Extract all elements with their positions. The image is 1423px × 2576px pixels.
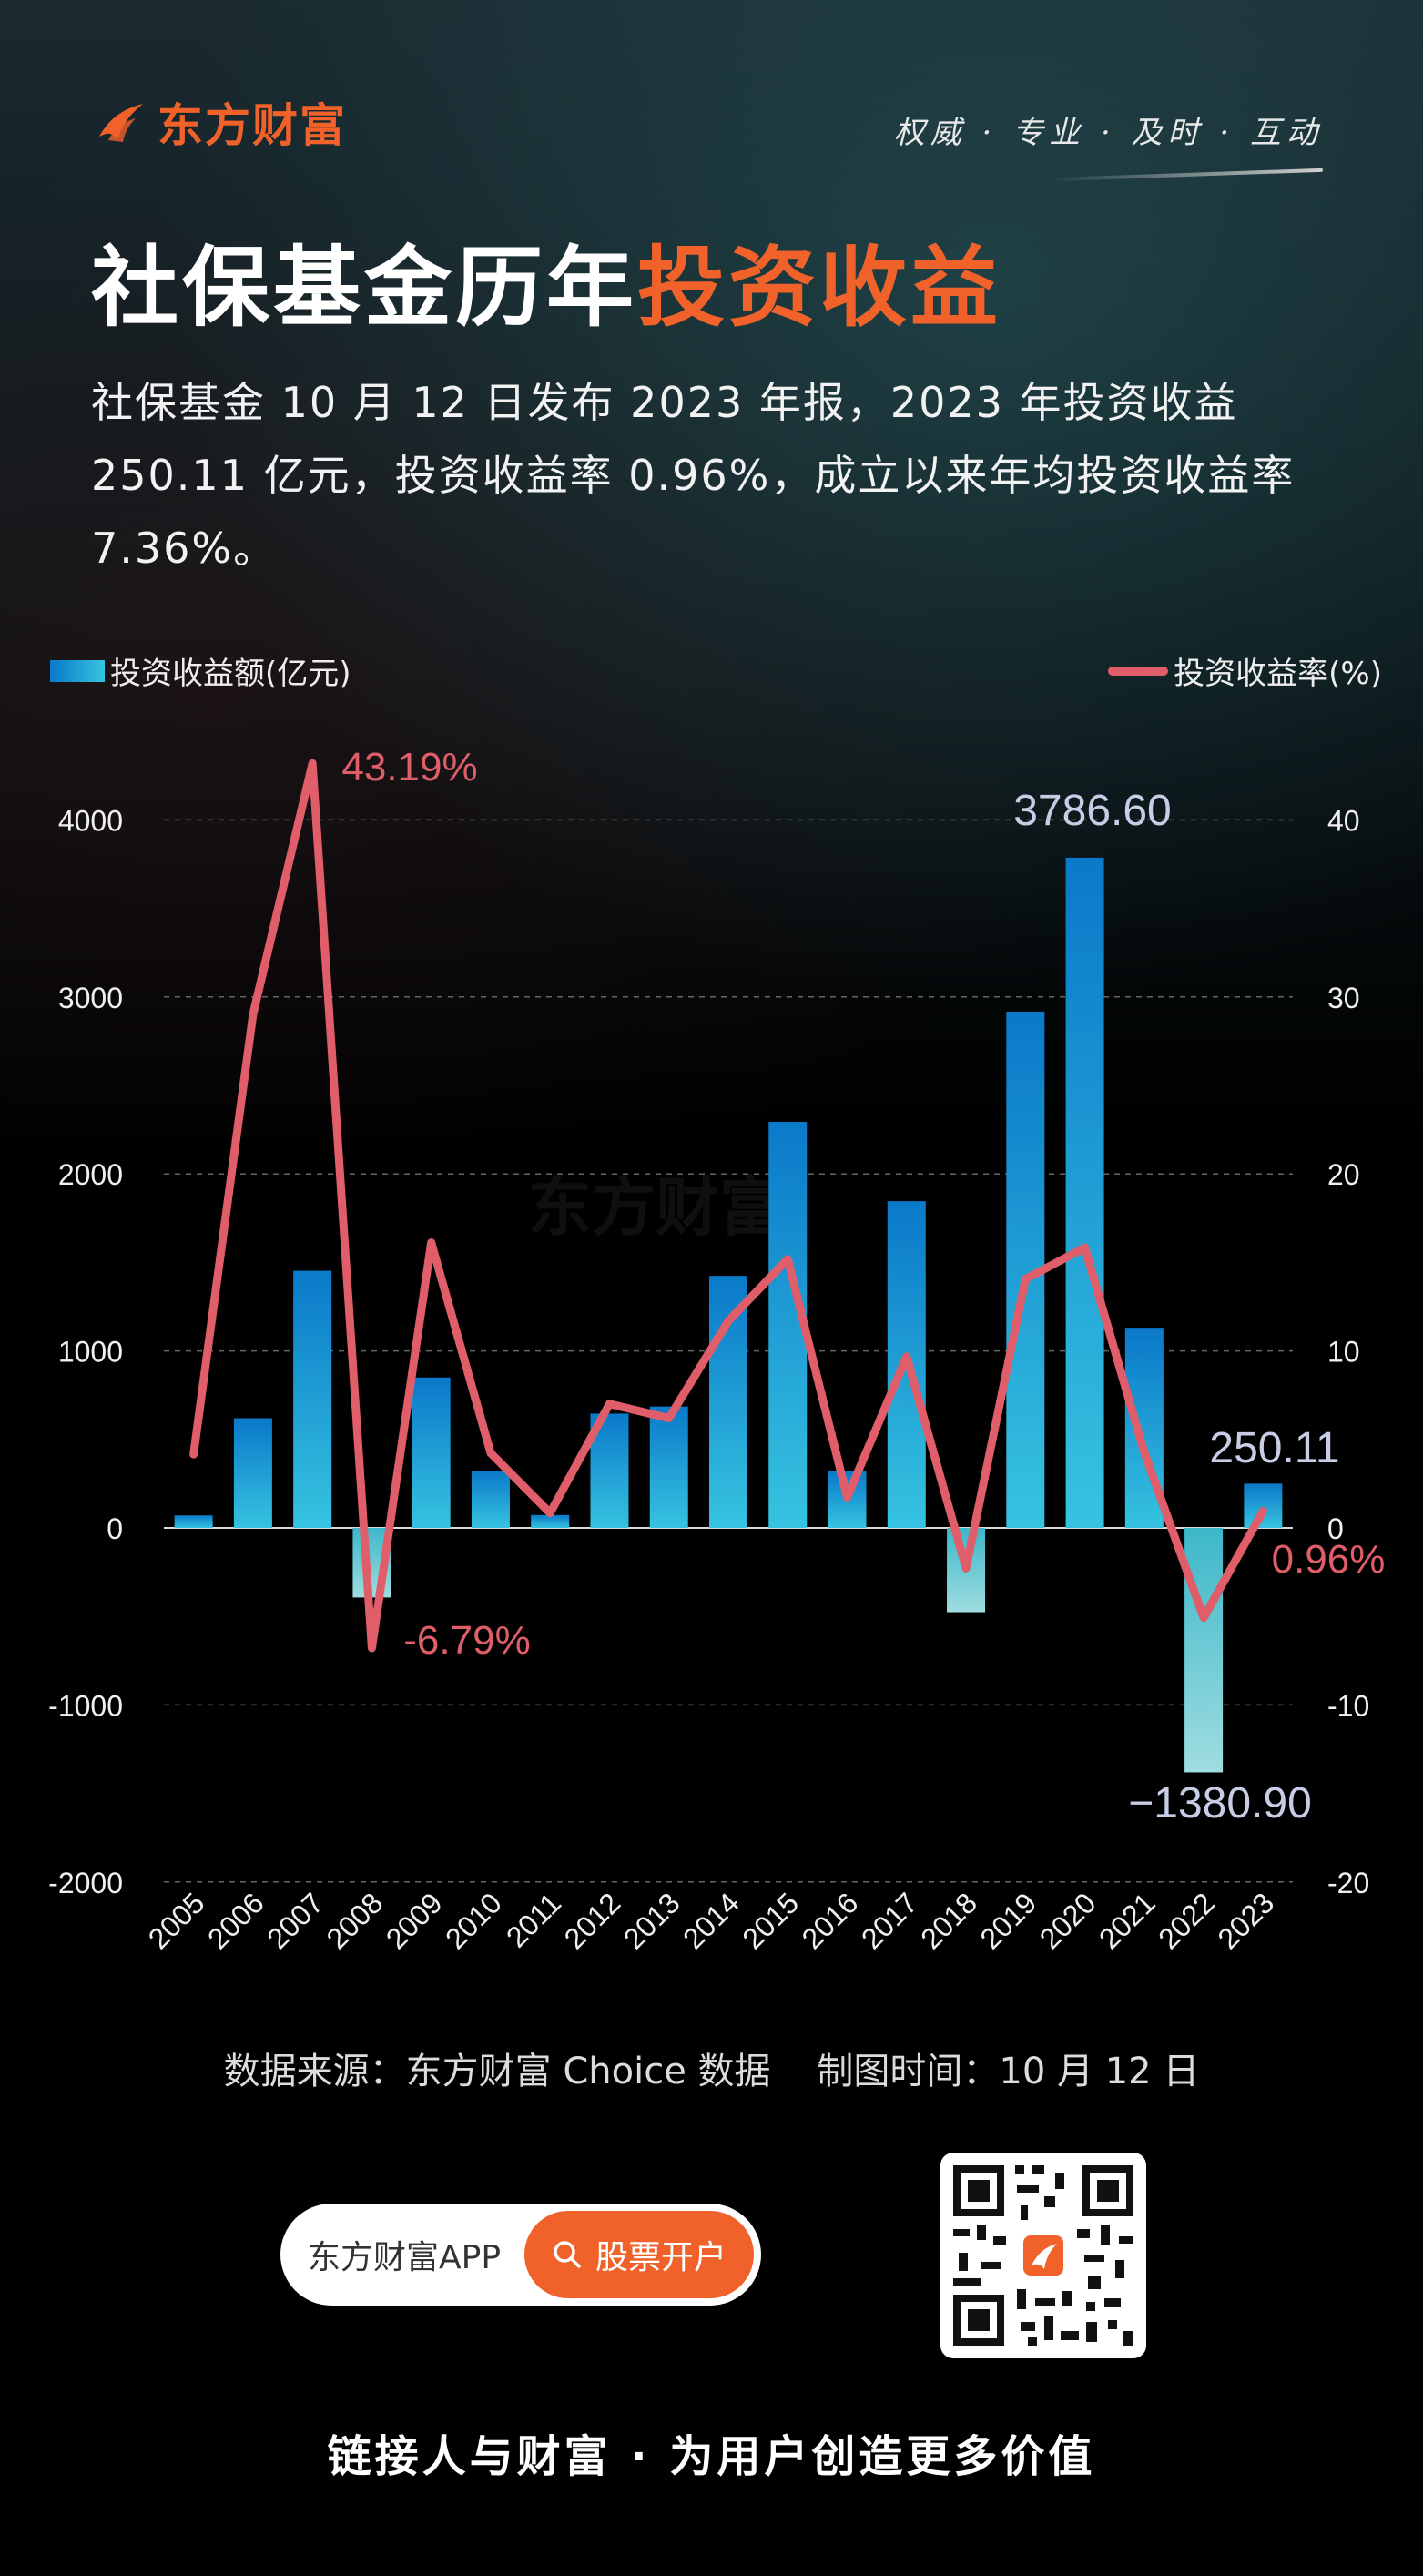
rate-point <box>727 1319 729 1322</box>
x-tick-label: 2014 <box>676 1886 746 1955</box>
y-tick-right: -10 <box>1327 1689 1369 1722</box>
x-tick-label: 2005 <box>142 1886 211 1955</box>
bar <box>531 1514 570 1528</box>
legend-line-label: 投资收益率(%) <box>1174 656 1382 692</box>
x-tick-label: 2016 <box>796 1886 865 1955</box>
bar <box>293 1270 332 1528</box>
bar-value-label: −1380.90 <box>1128 1779 1312 1828</box>
bar <box>1244 1483 1283 1528</box>
legend-line-swatch <box>1108 666 1169 676</box>
rate-point <box>965 1567 968 1570</box>
x-tick-label: 2007 <box>260 1886 330 1955</box>
y-tick-right: 10 <box>1327 1336 1360 1369</box>
qr-code[interactable] <box>940 2153 1146 2358</box>
title-highlight: 投资收益 <box>637 237 1001 339</box>
data-source: 数据来源：东方财富 Choice 数据 制图时间：10 月 12 日 <box>223 2051 1200 2092</box>
legend-bar-swatch <box>50 659 105 682</box>
rate-point <box>667 1417 670 1420</box>
x-tick-label: 2013 <box>617 1886 686 1955</box>
bar-value-label: 3786.60 <box>1013 787 1172 835</box>
y-tick-left: 0 <box>107 1512 123 1545</box>
x-tick-label: 2017 <box>855 1886 924 1955</box>
app-promo: 东方财富APP 股票开户 <box>280 2204 761 2306</box>
rate-value-label: -6.79% <box>403 1618 530 1663</box>
open-account-label: 股票开户 <box>595 2239 727 2276</box>
rate-point <box>608 1402 611 1405</box>
legend-line: 投资收益率(%) <box>1108 648 1382 693</box>
rate-point <box>251 1013 254 1016</box>
y-tick-left: 3000 <box>58 982 123 1014</box>
bar-value-label: 250.11 <box>1209 1424 1339 1472</box>
y-tick-right: 0 <box>1327 1512 1344 1545</box>
y-tick-right: 20 <box>1327 1158 1360 1191</box>
title-main: 社保基金历年 <box>91 237 637 339</box>
bar <box>471 1471 510 1528</box>
rate-value-label: 0.96% <box>1272 1537 1386 1582</box>
x-tick-label: 2021 <box>1093 1886 1162 1955</box>
rate-point <box>549 1512 552 1514</box>
rate-point <box>1083 1247 1086 1249</box>
brand-logo: 东方财富 <box>96 89 347 155</box>
chart-watermark: 东方财富 <box>528 1172 783 1243</box>
brand-slogan: 权威 · 专业 · 及时 · 互动 <box>893 115 1323 151</box>
bar <box>1065 857 1104 1528</box>
y-tick-right: 30 <box>1327 982 1360 1014</box>
rate-value-label: 43.19% <box>341 745 477 789</box>
rate-point <box>430 1241 432 1244</box>
bar <box>174 1515 213 1528</box>
intro-text: 社保基金 10 月 12 日发布 2023 年报，2023 年投资收益 250.… <box>91 378 1296 573</box>
bar <box>709 1276 747 1528</box>
bar <box>649 1406 688 1528</box>
flame-icon <box>99 104 143 142</box>
rate-point <box>1024 1278 1027 1280</box>
footer-tagline: 链接人与财富 · 为用户创造更多价值 <box>327 2431 1096 2482</box>
header-background <box>0 0 1423 1138</box>
x-tick-label: 2008 <box>320 1886 390 1955</box>
brand-name: 东方财富 <box>158 99 347 152</box>
x-tick-label: 2018 <box>914 1886 983 1955</box>
y-tick-right: -20 <box>1327 1867 1369 1899</box>
x-tick-label: 2022 <box>1152 1886 1221 1955</box>
x-tick-label: 2010 <box>439 1886 508 1955</box>
rate-point <box>1143 1451 1145 1453</box>
app-name: 东方财富APP <box>308 2239 502 2276</box>
page-title: 社保基金历年投资收益 <box>91 217 1001 343</box>
legend-bar: 投资收益额(亿元) <box>50 648 351 693</box>
y-tick-left: 1000 <box>58 1336 123 1369</box>
rate-point <box>1262 1510 1265 1512</box>
x-tick-label: 2011 <box>500 1886 567 1953</box>
bar <box>412 1377 451 1528</box>
combo-chart: -2000 -1000 0 1000 2000 3000 4000 -20 -10 0 10 20 30… <box>48 745 1386 1955</box>
rate-point <box>905 1355 908 1358</box>
x-tick-label: 2020 <box>1033 1886 1103 1955</box>
rate-point <box>1203 1616 1205 1619</box>
y-tick-left: -1000 <box>48 1689 123 1722</box>
x-tick-label: 2006 <box>201 1886 270 1955</box>
x-tick-label: 2012 <box>558 1886 627 1955</box>
bar <box>1184 1528 1224 1773</box>
open-account-button[interactable]: 股票开户 <box>524 2211 754 2298</box>
rate-point <box>489 1451 492 1454</box>
y-tick-left: 2000 <box>58 1158 123 1191</box>
rate-point <box>787 1257 789 1260</box>
x-tick-label: 2023 <box>1212 1886 1281 1955</box>
x-tick-label: 2009 <box>380 1886 449 1955</box>
rate-point <box>192 1453 195 1456</box>
x-tick-label: 2015 <box>736 1886 805 1955</box>
legend-bar-label: 投资收益额(亿元) <box>110 656 351 692</box>
y-tick-left: 4000 <box>58 804 123 837</box>
y-tick-right: 40 <box>1327 804 1360 837</box>
rate-point <box>846 1496 849 1499</box>
rate-point <box>311 762 314 765</box>
rate-point <box>371 1646 373 1649</box>
search-icon <box>554 2241 581 2268</box>
bar <box>233 1418 272 1528</box>
x-tick-label: 2019 <box>973 1886 1042 1955</box>
y-tick-left: -2000 <box>48 1867 123 1899</box>
